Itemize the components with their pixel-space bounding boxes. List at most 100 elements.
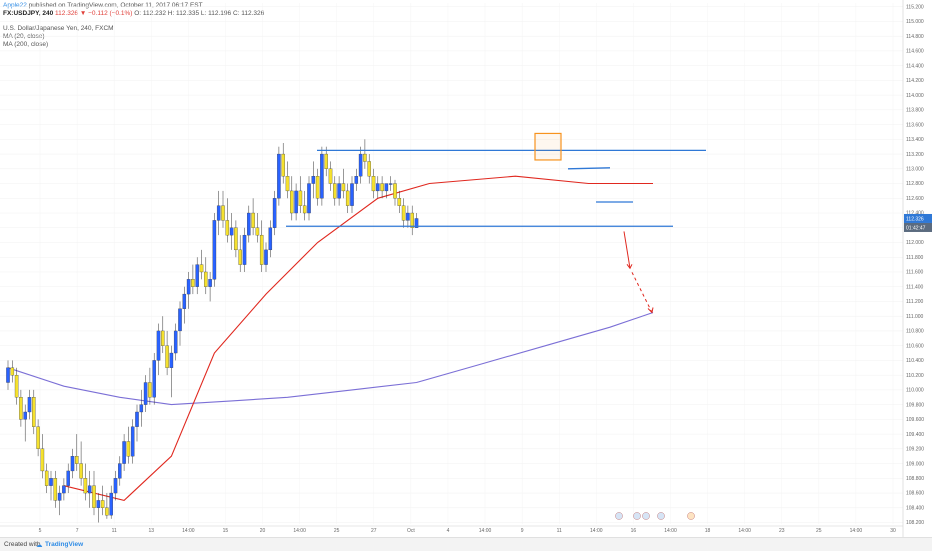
candle-body: [315, 176, 320, 199]
y-tick-label: 111.400: [906, 284, 924, 290]
candle-body: [92, 485, 96, 508]
candle-body: [191, 279, 195, 287]
candle-body: [148, 382, 152, 398]
x-tick-label: 11: [557, 528, 562, 534]
x-tick-label: 25: [334, 528, 340, 534]
x-tick-label: 14:00: [182, 528, 195, 534]
short-resistance-line-1: [567, 167, 611, 170]
candle-body: [204, 271, 208, 287]
ohlc-close: C: 112.326: [232, 10, 265, 17]
y-tick-label: 110.600: [906, 343, 924, 349]
y-tick-label: 113.400: [906, 137, 924, 143]
y-tick-label: 108.200: [906, 520, 924, 526]
x-tick-label: 4: [447, 528, 450, 534]
candle-body: [294, 190, 298, 214]
price-chart[interactable]: 115.200 115.000 114.800 114.600 114.400 114.2…: [0, 0, 932, 537]
candle-body: [264, 249, 268, 265]
candle-body: [161, 330, 165, 346]
dashed-arrow-line: [631, 272, 653, 313]
author-link[interactable]: Apple22: [3, 2, 27, 9]
candle-body: [156, 330, 161, 361]
y-tick-label: 114.800: [906, 34, 924, 40]
y-tick-label: 113.800: [906, 108, 924, 114]
candle-body: [105, 507, 109, 516]
candle-body: [135, 411, 139, 427]
y-tick-label: 110.800: [906, 329, 924, 335]
candle-body: [363, 153, 367, 162]
y-tick-label: 114.600: [906, 49, 924, 55]
candle-body: [216, 205, 221, 221]
economic-event-icon: [633, 512, 641, 520]
candle-body: [393, 183, 397, 199]
candle-body: [23, 411, 27, 420]
y-tick-label: 111.600: [906, 270, 924, 276]
candle-body: [251, 212, 255, 228]
candle-body: [122, 441, 126, 464]
y-tick-label: 114.000: [906, 93, 924, 99]
candle-body: [285, 176, 290, 192]
candle-body: [173, 330, 178, 354]
candle-body: [358, 153, 363, 177]
candle-body: [337, 183, 341, 199]
candle-body: [118, 463, 122, 479]
candle-body: [186, 279, 191, 295]
ma200-line: [7, 311, 654, 406]
candle-body: [384, 183, 389, 192]
candle-body: [277, 153, 281, 199]
candle-body: [221, 205, 225, 221]
publish-info: Apple22 published on TradingView.com, Oc…: [3, 2, 203, 10]
candle-body: [367, 161, 371, 177]
candle-body: [229, 227, 234, 236]
candle-body: [238, 249, 242, 265]
candle-body: [10, 367, 15, 376]
x-tick-label: Oct: [407, 528, 415, 534]
candle-body: [27, 397, 32, 413]
candle-body: [242, 234, 247, 265]
candle-body: [32, 397, 36, 427]
y-tick-label: 109.800: [906, 402, 924, 408]
y-tick-label: 113.000: [906, 167, 924, 173]
tradingview-logo-icon: ☁: [36, 542, 43, 549]
ohlc-high: H: 112.335: [167, 10, 200, 17]
candle-body: [225, 220, 230, 236]
x-tick-label: 14:00: [590, 528, 603, 534]
y-tick-label: 111.000: [906, 314, 924, 320]
candle-body: [57, 492, 62, 501]
y-tick-label: 115.000: [906, 19, 924, 25]
candle-body: [290, 190, 294, 214]
candle-body: [143, 382, 148, 405]
candle-body: [307, 183, 311, 214]
breakout-box: [534, 132, 562, 161]
candle-body: [40, 448, 45, 472]
candle-body: [79, 463, 83, 479]
candle-body: [247, 212, 251, 236]
y-tick-label: 108.800: [906, 476, 924, 482]
candle-body: [6, 367, 10, 383]
down-arrow-line: [623, 231, 631, 269]
tradingview-brand[interactable]: TradingView: [45, 541, 84, 548]
candle-body: [62, 485, 66, 494]
economic-event-icon: [642, 512, 650, 520]
candle-body: [96, 500, 101, 508]
candle-body: [49, 478, 53, 486]
candle-body: [109, 492, 113, 516]
candle-body: [380, 183, 384, 192]
candle-body: [401, 205, 406, 221]
candle-body: [53, 478, 58, 501]
candle-body: [272, 198, 277, 228]
candle-body: [178, 308, 182, 332]
y-tick-label: 113.200: [906, 152, 924, 158]
candle-body: [268, 227, 273, 251]
y-tick-label: 114.200: [906, 78, 924, 84]
countdown-tag: [904, 222, 932, 232]
candle-body: [212, 220, 217, 280]
candle-body: [414, 218, 419, 228]
symbol-name: FX:USDJPY, 240: [3, 10, 54, 17]
x-tick-label: 14:00: [664, 528, 677, 534]
instrument-label: U.S. Dollar/Japanese Yen, 240, FXCM: [3, 25, 114, 32]
y-tick-label: 108.600: [906, 491, 924, 497]
y-tick-label: 111.200: [906, 299, 924, 305]
y-tick-label: 109.400: [906, 432, 924, 438]
y-tick-label: 110.000: [906, 388, 924, 394]
